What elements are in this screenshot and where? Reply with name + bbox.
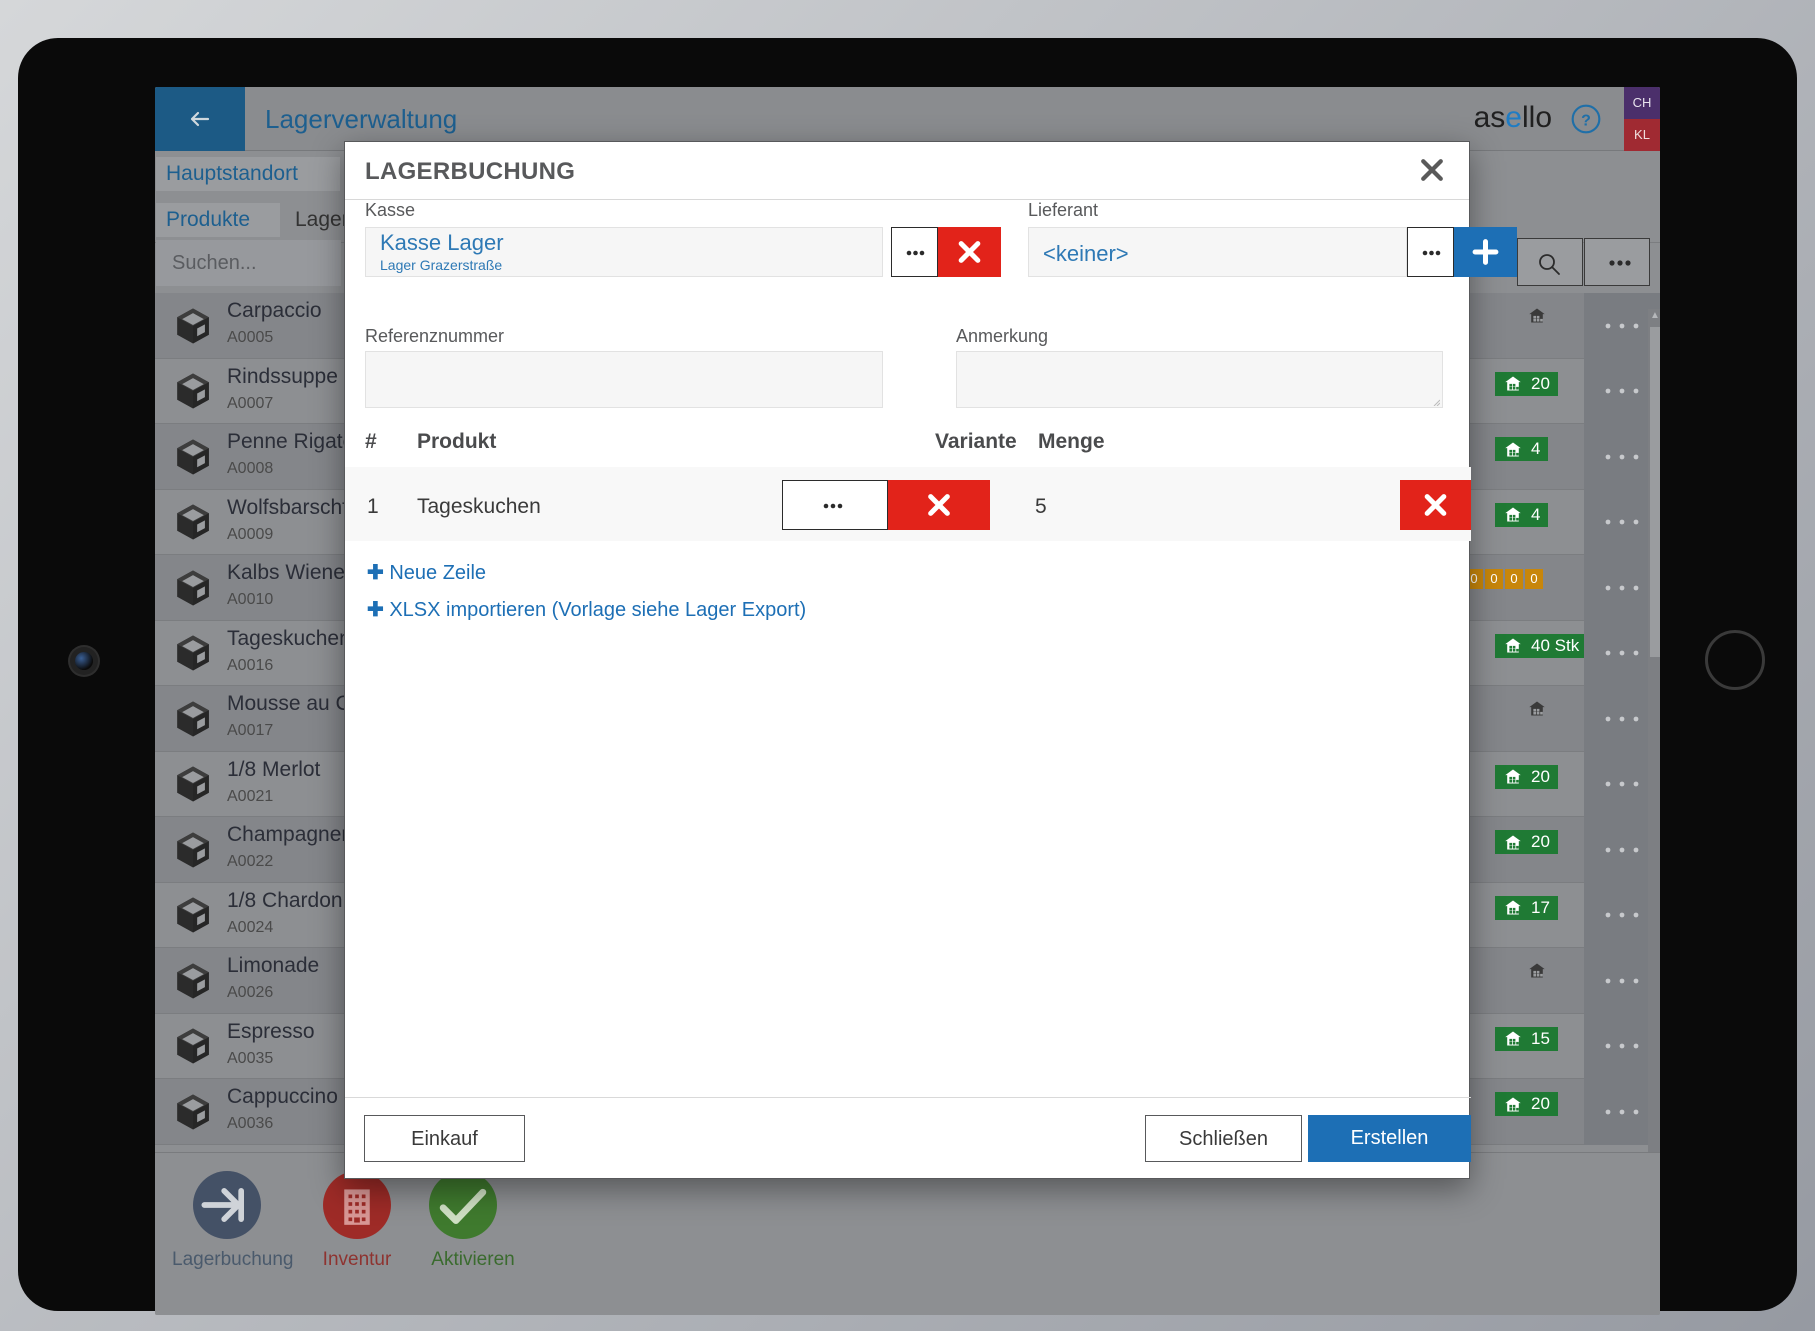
svg-text:?: ? [1581,113,1591,130]
